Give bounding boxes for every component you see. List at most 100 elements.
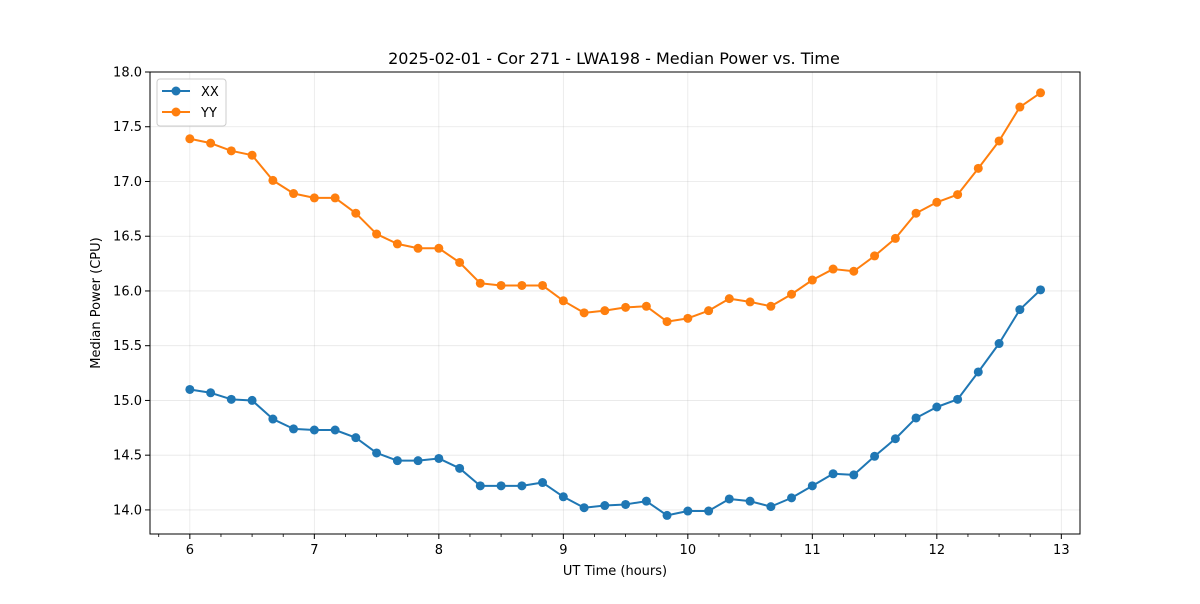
data-point-xx	[289, 424, 299, 434]
data-point-xx	[953, 394, 963, 404]
data-point-xx	[434, 453, 444, 463]
data-point-yy	[475, 278, 485, 288]
data-point-yy	[289, 189, 299, 199]
x-axis-label: UT Time (hours)	[563, 564, 667, 579]
data-point-yy	[890, 233, 900, 243]
data-point-xx	[372, 448, 382, 458]
x-tick-label: 11	[804, 543, 821, 558]
data-point-yy	[1015, 102, 1025, 112]
data-point-xx	[828, 469, 838, 479]
y-tick-label: 15.5	[113, 339, 142, 354]
x-tick-label: 12	[929, 543, 946, 558]
data-point-yy	[683, 313, 693, 323]
data-point-xx	[268, 414, 278, 424]
data-point-yy	[994, 136, 1004, 146]
data-point-yy	[621, 302, 631, 312]
data-point-yy	[641, 301, 651, 311]
x-tick-label: 8	[435, 543, 443, 558]
y-tick-label: 16.5	[113, 230, 142, 245]
data-point-yy	[185, 134, 195, 144]
data-point-xx	[517, 481, 527, 491]
data-point-xx	[870, 451, 880, 461]
x-tick-label: 13	[1053, 543, 1070, 558]
data-point-yy	[973, 163, 983, 173]
data-point-yy	[579, 308, 589, 318]
data-point-yy	[849, 266, 859, 276]
data-point-yy	[268, 175, 278, 185]
data-point-xx	[787, 493, 797, 503]
data-point-yy	[932, 197, 942, 207]
data-point-yy	[226, 146, 236, 156]
data-point-yy	[724, 294, 734, 304]
data-point-xx	[538, 478, 548, 488]
data-point-yy	[558, 296, 568, 306]
x-tick-label: 7	[310, 543, 318, 558]
x-tick-label: 9	[559, 543, 567, 558]
data-series	[185, 88, 1046, 520]
data-point-yy	[1036, 88, 1046, 98]
y-tick-label: 16.0	[113, 284, 142, 299]
data-point-xx	[890, 434, 900, 444]
data-point-xx	[932, 402, 942, 412]
data-point-xx	[600, 501, 610, 511]
data-point-yy	[807, 275, 817, 285]
data-point-xx	[1015, 305, 1025, 315]
data-point-xx	[413, 456, 423, 466]
x-tick-label: 10	[680, 543, 697, 558]
y-axis: 14.0 14.5 15.0 15.5 16.0 16.5 17.0 17.5 18.0	[113, 66, 150, 518]
legend: XX YY	[156, 78, 227, 127]
legend-marker-xx	[171, 86, 181, 96]
data-point-yy	[662, 317, 672, 327]
data-point-yy	[953, 190, 963, 200]
y-tick-label: 17.5	[113, 120, 142, 135]
data-point-xx	[766, 502, 776, 512]
x-axis: 6 7 8 9 10 11 12 13	[158, 534, 1070, 558]
legend-marker-yy	[171, 107, 181, 117]
data-point-yy	[600, 306, 610, 316]
legend-label-yy: YY	[200, 106, 217, 121]
data-point-yy	[206, 138, 216, 148]
y-tick-label: 14.0	[113, 503, 142, 518]
data-point-xx	[496, 481, 506, 491]
chart-title: 2025-02-01 - Cor 271 - LWA198 - Median P…	[388, 49, 840, 68]
series-xx	[185, 285, 1046, 520]
data-point-yy	[828, 264, 838, 274]
data-point-yy	[745, 297, 755, 307]
data-point-xx	[247, 395, 257, 405]
y-axis-label: Median Power (CPU)	[89, 237, 104, 368]
data-point-yy	[496, 280, 506, 290]
data-point-xx	[994, 339, 1004, 349]
data-point-xx	[309, 425, 319, 435]
data-point-yy	[911, 208, 921, 218]
data-point-yy	[704, 306, 714, 316]
data-point-xx	[185, 384, 195, 394]
data-point-yy	[434, 243, 444, 253]
data-point-xx	[662, 510, 672, 520]
data-point-yy	[351, 208, 361, 218]
y-tick-label: 15.0	[113, 394, 142, 409]
y-tick-label: 17.0	[113, 175, 142, 190]
data-point-yy	[309, 193, 319, 203]
data-point-yy	[247, 150, 257, 160]
series-yy	[185, 88, 1046, 327]
data-point-xx	[226, 394, 236, 404]
data-point-xx	[351, 433, 361, 443]
data-point-yy	[766, 301, 776, 311]
grid-lines	[150, 71, 1080, 534]
data-point-xx	[475, 481, 485, 491]
data-point-yy	[538, 280, 548, 290]
plot-area-frame	[149, 71, 1081, 535]
data-point-xx	[704, 506, 714, 516]
data-point-yy	[517, 280, 527, 290]
data-point-xx	[579, 503, 589, 513]
x-tick-label: 6	[186, 543, 194, 558]
data-point-xx	[849, 470, 859, 480]
data-point-xx	[1036, 285, 1046, 295]
data-point-yy	[372, 229, 382, 239]
data-point-xx	[392, 456, 402, 466]
data-point-xx	[683, 506, 693, 516]
data-point-yy	[413, 243, 423, 253]
y-tick-label: 14.5	[113, 449, 142, 464]
data-point-xx	[330, 425, 340, 435]
